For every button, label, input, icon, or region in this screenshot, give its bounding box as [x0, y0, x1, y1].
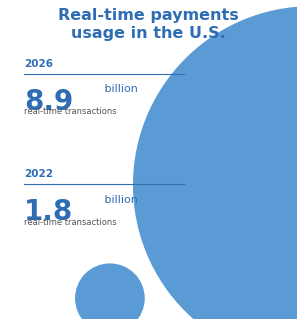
Text: 2022: 2022 — [24, 169, 53, 179]
Text: 2026: 2026 — [24, 59, 53, 69]
Text: billion: billion — [101, 195, 138, 204]
Text: real-time transactions: real-time transactions — [24, 218, 116, 226]
Ellipse shape — [134, 7, 297, 319]
Text: billion: billion — [101, 84, 138, 94]
Text: 1.8: 1.8 — [24, 198, 73, 226]
Text: Real-time payments
usage in the U.S.: Real-time payments usage in the U.S. — [58, 8, 239, 41]
Ellipse shape — [76, 264, 144, 319]
Text: real-time transactions: real-time transactions — [24, 107, 116, 116]
Text: 8.9: 8.9 — [24, 88, 73, 116]
